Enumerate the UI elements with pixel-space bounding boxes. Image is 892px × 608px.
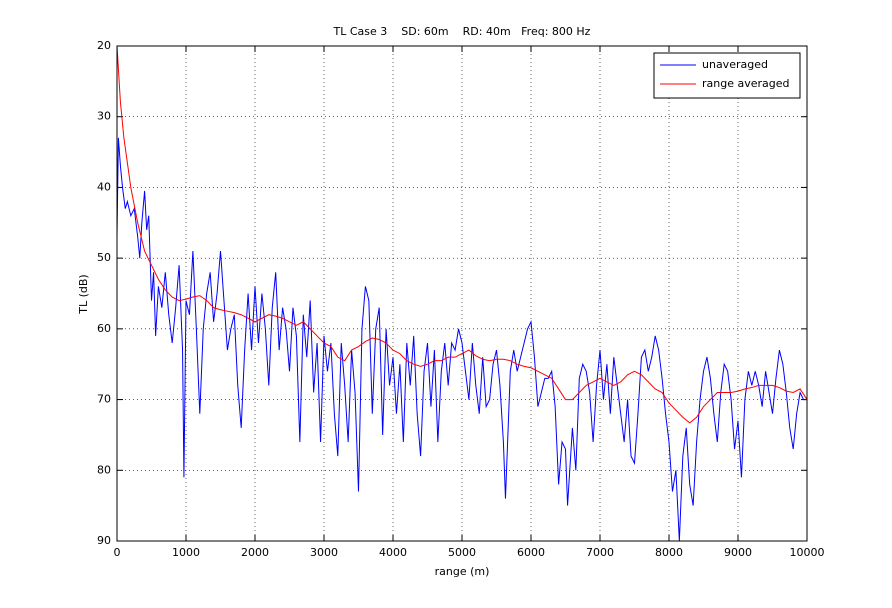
y-tick-label: 60 — [97, 322, 111, 335]
y-tick-label: 20 — [97, 39, 111, 52]
x-tick-label: 7000 — [586, 546, 614, 559]
y-tick-label: 90 — [97, 534, 111, 547]
x-tick-label: 5000 — [448, 546, 476, 559]
legend-box — [653, 52, 801, 99]
plot-frame — [116, 45, 808, 542]
legend-label: range averaged — [702, 77, 790, 90]
x-tick-label: 6000 — [517, 546, 545, 559]
x-tick-label: 4000 — [379, 546, 407, 559]
x-tick-label: 10000 — [790, 546, 825, 559]
legend-label: unaveraged — [702, 58, 768, 71]
y-tick-label: 50 — [97, 251, 111, 264]
x-axis-label: range (m) — [435, 565, 490, 578]
legend: unaveraged range averaged — [653, 52, 801, 99]
data-line — [116, 137, 807, 542]
chart-title: TL Case 3 SD: 60m RD: 40m Freq: 800 Hz — [333, 25, 591, 38]
x-tick-label: 0 — [114, 546, 121, 559]
y-tick-label: 40 — [97, 180, 111, 193]
x-tick-label: 1000 — [172, 546, 200, 559]
y-tick-label: 70 — [97, 393, 111, 406]
x-tick-label: 9000 — [724, 546, 752, 559]
x-tick-label: 2000 — [241, 546, 269, 559]
x-tick-label: 8000 — [655, 546, 683, 559]
y-tick-label: 30 — [97, 110, 111, 123]
x-tick-label: 3000 — [310, 546, 338, 559]
y-axis-label: TL (dB) — [77, 274, 90, 314]
data-line — [116, 45, 808, 424]
y-tick-label: 80 — [97, 463, 111, 476]
